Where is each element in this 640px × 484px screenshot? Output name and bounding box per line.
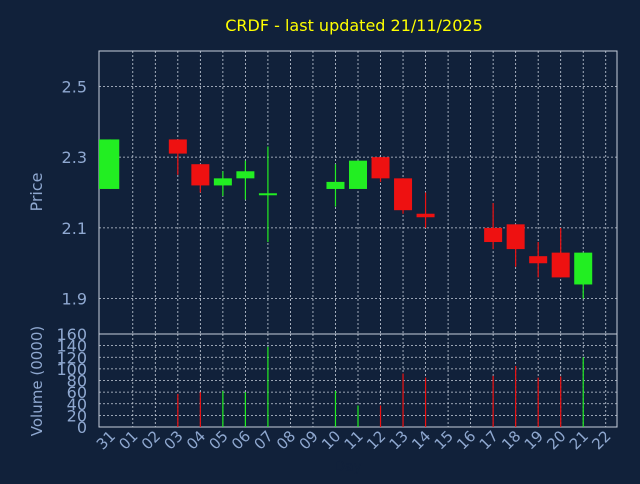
candle-body <box>371 157 390 179</box>
candle-body <box>213 178 232 186</box>
candle-body <box>258 193 277 196</box>
candle-body <box>551 252 570 278</box>
candle-body <box>349 160 367 189</box>
day-axis: 3101020304050607080910111213141516171819… <box>93 427 615 453</box>
volume-tick-label: 80 <box>67 372 87 391</box>
candle-body <box>506 224 525 250</box>
price-tick-label: 2.5 <box>62 77 87 96</box>
volume-tick-label: 100 <box>56 360 87 379</box>
volume-tick-label: 20 <box>67 406 87 425</box>
volume-tick-label: 160 <box>56 325 87 344</box>
candle-body <box>191 164 210 186</box>
volume-axis-label: Volume (0000) <box>28 326 46 436</box>
volume-tick-label: 40 <box>67 395 87 414</box>
candle-body <box>529 256 548 264</box>
candle-body <box>484 227 503 243</box>
price-tick-label: 1.9 <box>62 290 87 309</box>
volume-tick-label: 0 <box>77 418 87 437</box>
candle-body <box>574 252 593 285</box>
candle-body <box>99 139 120 189</box>
candle-body <box>394 178 413 211</box>
candle-body <box>168 139 187 154</box>
chart-title: CRDF - last updated 21/11/2025 <box>225 16 483 35</box>
candle-body <box>326 181 345 189</box>
volume-tick-label: 140 <box>56 337 87 356</box>
price-tick-label: 2.3 <box>62 148 87 167</box>
candle-body <box>416 213 435 218</box>
price-tick-label: 2.1 <box>62 219 87 238</box>
volume-tick-label: 60 <box>67 383 87 402</box>
day-axis-label: Day <box>334 459 362 475</box>
volume-tick-label: 120 <box>56 348 87 367</box>
candle-body <box>236 171 255 179</box>
price-panel: 1.9 2.1 2.3 2.5 <box>62 50 618 335</box>
price-axis-label: Price <box>27 172 46 211</box>
day-tick-label: 22 <box>588 427 614 453</box>
